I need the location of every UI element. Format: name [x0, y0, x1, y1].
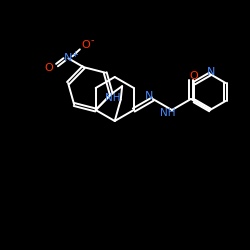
Text: N: N [145, 91, 153, 101]
Text: O: O [45, 63, 54, 73]
Text: +: + [71, 50, 78, 59]
Text: NH: NH [105, 92, 120, 102]
Text: -: - [90, 35, 94, 45]
Text: N: N [64, 53, 72, 63]
Text: O: O [190, 71, 198, 81]
Text: NH: NH [160, 108, 176, 118]
Text: O: O [82, 40, 90, 50]
Text: N: N [207, 67, 215, 77]
